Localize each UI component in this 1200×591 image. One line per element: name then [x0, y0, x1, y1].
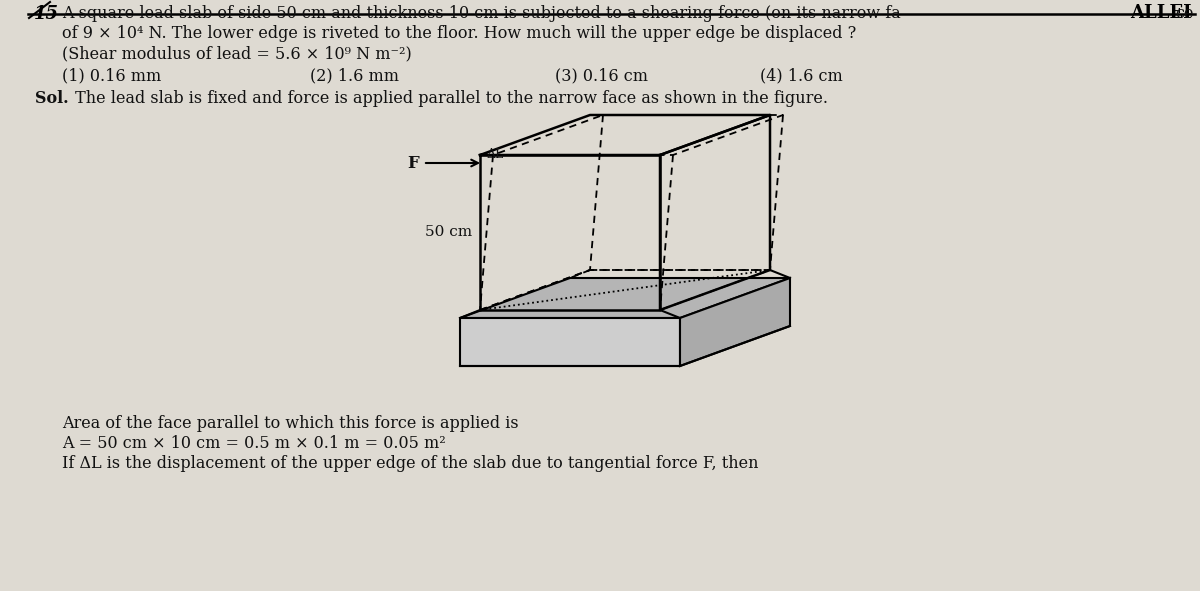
Text: ALLEI: ALLEI [1130, 4, 1192, 22]
Text: Area of the face parallel to which this force is applied is: Area of the face parallel to which this … [62, 415, 518, 432]
Text: (3) 0.16 cm: (3) 0.16 cm [554, 67, 648, 84]
Polygon shape [680, 278, 790, 366]
Text: (2) 1.6 mm: (2) 1.6 mm [310, 67, 398, 84]
Text: 15: 15 [34, 5, 59, 23]
Text: ΔL: ΔL [487, 148, 504, 161]
Text: (Shear modulus of lead = 5.6 × 10⁹ N m⁻²): (Shear modulus of lead = 5.6 × 10⁹ N m⁻²… [62, 45, 412, 62]
Text: The lead slab is fixed and force is applied parallel to the narrow face as shown: The lead slab is fixed and force is appl… [70, 90, 828, 107]
Text: A = 50 cm × 10 cm = 0.5 m × 0.1 m = 0.05 m²: A = 50 cm × 10 cm = 0.5 m × 0.1 m = 0.05… [62, 435, 445, 452]
Text: (1) 0.16 mm: (1) 0.16 mm [62, 67, 161, 84]
Text: F: F [407, 154, 419, 171]
Text: A square lead slab of side 50 cm and thickness 10 cm is subjected to a shearing : A square lead slab of side 50 cm and thi… [62, 5, 901, 22]
Polygon shape [460, 278, 790, 318]
Text: (4) 1.6 cm: (4) 1.6 cm [760, 67, 842, 84]
Text: 50 cm: 50 cm [425, 226, 472, 239]
Text: Sol.: Sol. [35, 90, 68, 107]
Text: If ΔL is the displacement of the upper edge of the slab due to tangential force : If ΔL is the displacement of the upper e… [62, 455, 758, 472]
Polygon shape [460, 318, 680, 366]
Text: ce: ce [1176, 5, 1194, 22]
Text: of 9 × 10⁴ N. The lower edge is riveted to the floor. How much will the upper ed: of 9 × 10⁴ N. The lower edge is riveted … [62, 25, 857, 42]
